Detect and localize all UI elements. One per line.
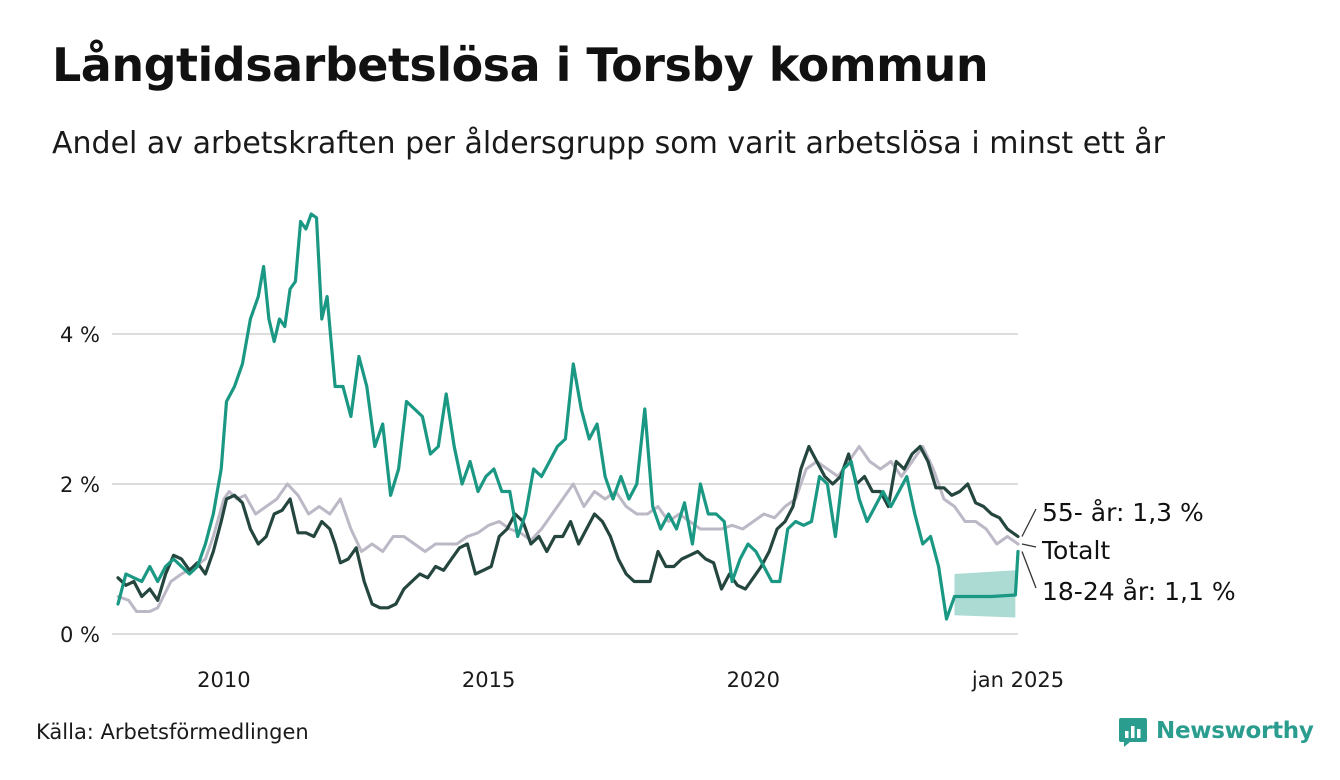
- y-tick-label: 0 %: [60, 623, 100, 647]
- x-tick-label: 2020: [727, 668, 780, 692]
- y-tick-label: 2 %: [60, 473, 100, 497]
- source-text: Källa: Arbetsförmedlingen: [36, 720, 309, 744]
- youth-uncertainty-band: [954, 570, 1016, 618]
- end-label-older: 55- år: 1,3 %: [1042, 498, 1204, 527]
- chart-subtitle: Andel av arbetskraften per åldersgrupp s…: [52, 126, 1165, 161]
- series-layer: [116, 212, 1020, 621]
- end-label-total: Totalt: [1041, 536, 1110, 565]
- brand-name: Newsworthy: [1156, 718, 1314, 744]
- grid-layer: [112, 333, 1018, 635]
- y-tick-label: 4 %: [60, 323, 100, 347]
- x-tick-label: 2015: [462, 668, 515, 692]
- leader-line-total: [1021, 543, 1037, 548]
- leader-line-youth: [1021, 551, 1037, 589]
- series-line-total: [116, 445, 1020, 613]
- label-layer: 0 % 2 % 4 % 2010 2015 2020 jan 2025 55- år: 1,3…: [60, 323, 1236, 692]
- band-layer: [954, 570, 1016, 618]
- series-line-youth: [116, 212, 1020, 621]
- x-tick-label: 2010: [197, 668, 250, 692]
- chart-title: Långtidsarbetslösa i Torsby kommun: [52, 38, 989, 92]
- leader-line-older: [1021, 508, 1037, 537]
- end-label-youth: 18-24 år: 1,1 %: [1042, 577, 1236, 606]
- x-tick-label: jan 2025: [971, 668, 1064, 692]
- series-line-older: [116, 444, 1020, 610]
- chart-bubble-icon: [1118, 716, 1148, 747]
- newsworthy-logo[interactable]: Newsworthy: [1118, 714, 1314, 748]
